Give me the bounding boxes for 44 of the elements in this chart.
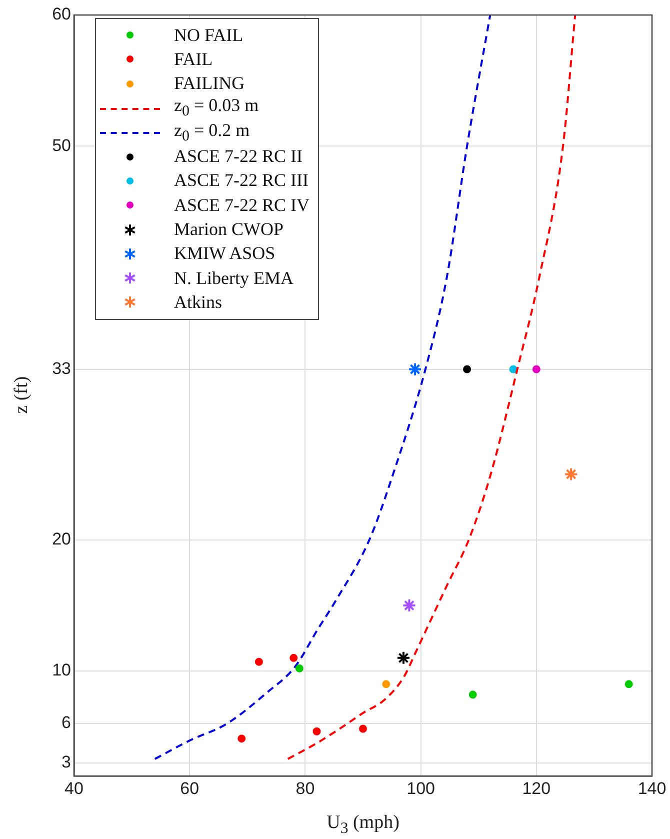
y-axis-title: z (ft) — [11, 376, 33, 414]
point — [463, 365, 472, 374]
x-tick-label: 40 — [64, 778, 84, 798]
legend-label: NO FAIL — [174, 24, 244, 46]
legend-label: z$_{0}$ = 0.2 m — [174, 120, 250, 146]
legend-label: ASCE 7-22 RC III — [174, 170, 308, 192]
point — [509, 365, 518, 374]
point — [254, 658, 263, 666]
x-tick-label: 140 — [638, 778, 666, 798]
x-axis-title: U$_{3}$ (mph) — [326, 812, 400, 838]
x-tick-label: 60 — [180, 778, 200, 798]
point — [564, 467, 578, 482]
point — [396, 650, 410, 665]
point — [402, 598, 416, 612]
line-series — [154, 15, 492, 760]
legend-label: KMIW ASOS — [174, 243, 276, 264]
y-tick-label: 33 — [52, 358, 71, 378]
point — [532, 365, 540, 374]
legend-label: ASCE 7-22 RC IV — [174, 194, 310, 216]
y-tick-label: 20 — [52, 530, 71, 549]
point — [312, 727, 321, 736]
point — [295, 664, 304, 672]
legend-label: Atkins — [174, 292, 222, 313]
x-tick-label: 80 — [296, 778, 315, 798]
y-tick-label: 60 — [52, 4, 71, 24]
legend-label: FAIL — [174, 48, 213, 70]
point — [290, 654, 298, 662]
y-tick-label: 6 — [62, 713, 71, 732]
y-tick-label: 10 — [52, 660, 71, 680]
y-tick-label: 3 — [62, 752, 71, 772]
legend-label: FAILING — [174, 73, 245, 94]
point — [359, 724, 367, 733]
legend-label: Marion CWOP — [174, 219, 284, 240]
x-tick-label: 100 — [406, 778, 435, 798]
point — [238, 734, 246, 743]
legend-label: ASCE 7-22 RC II — [174, 146, 303, 168]
x-tick-label: 120 — [522, 778, 551, 798]
y-tick-label: 50 — [52, 136, 71, 155]
point — [408, 362, 422, 376]
point — [382, 680, 390, 688]
legend-label: z$_{0}$ = 0.03 m — [174, 95, 259, 121]
point — [468, 690, 477, 699]
legend-label: N. Liberty EMA — [174, 268, 294, 289]
point — [624, 680, 633, 688]
